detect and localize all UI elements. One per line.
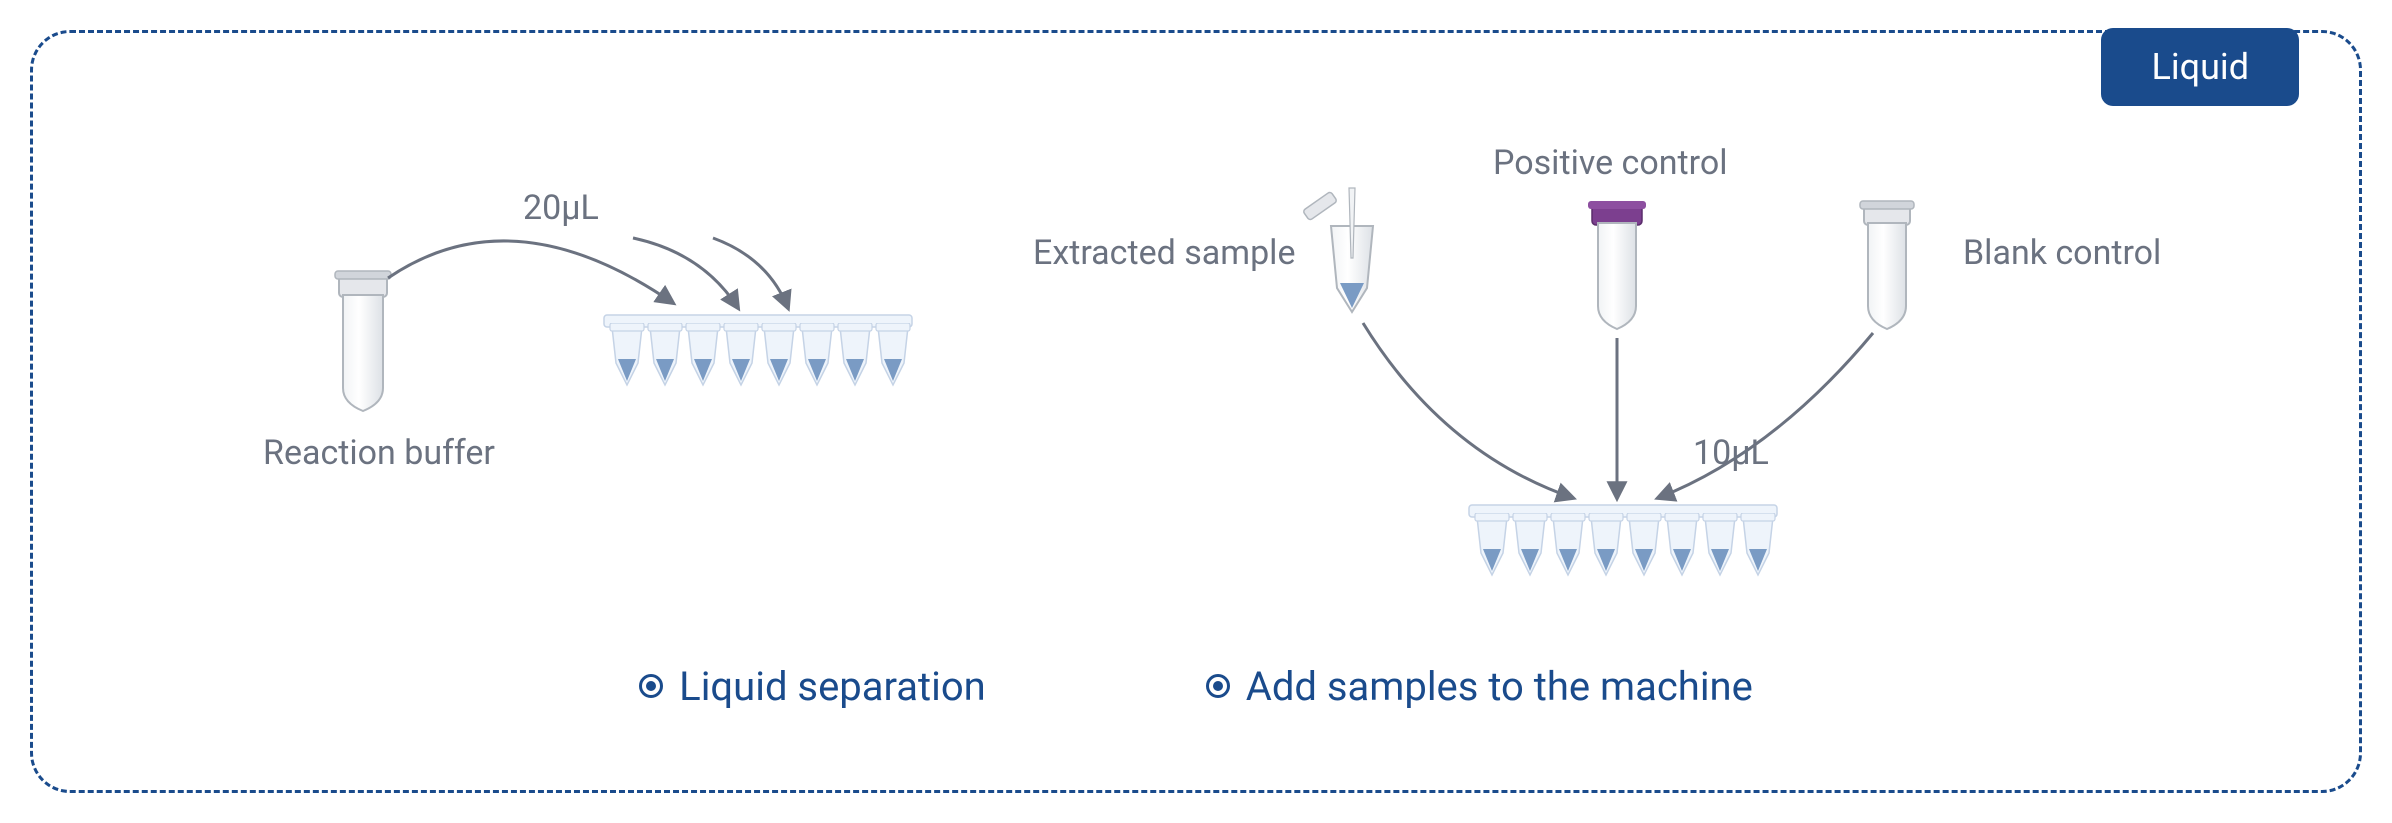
blank-control-label: Blank control xyxy=(1963,233,2161,273)
arrow-1 xyxy=(388,241,673,303)
extracted-sample-tube xyxy=(1303,188,1373,312)
arrow-2 xyxy=(633,238,738,308)
liquid-badge: Liquid xyxy=(2101,28,2299,106)
volume-10ul: 10μL xyxy=(1693,433,1769,473)
step-liquid-separation: Liquid separation xyxy=(639,663,986,710)
bullet-icon xyxy=(639,674,663,698)
reaction-buffer-tube xyxy=(335,271,391,411)
reaction-buffer-label: Reaction buffer xyxy=(263,433,495,473)
step-add-samples: Add samples to the machine xyxy=(1206,663,1753,710)
bullet-icon xyxy=(1206,674,1230,698)
step-liquid-separation-text: Liquid separation xyxy=(679,663,986,710)
pcr-strip-right-wells xyxy=(1473,513,1793,593)
extracted-sample-label: Extracted sample xyxy=(1033,233,1295,273)
step-add-samples-text: Add samples to the machine xyxy=(1246,663,1753,710)
arrow-blank xyxy=(1658,333,1873,498)
dashed-panel: Liquid xyxy=(30,30,2362,793)
blank-control-tube xyxy=(1860,201,1914,329)
volume-20ul: 20μL xyxy=(523,188,599,228)
positive-control-tube xyxy=(1588,201,1646,329)
positive-control-label: Positive control xyxy=(1493,143,1727,183)
arrow-3 xyxy=(713,238,788,308)
arrow-extracted xyxy=(1363,323,1573,498)
step-labels-row: Liquid separation Add samples to the mac… xyxy=(33,663,2359,710)
pcr-strip-left-wells xyxy=(608,323,928,403)
